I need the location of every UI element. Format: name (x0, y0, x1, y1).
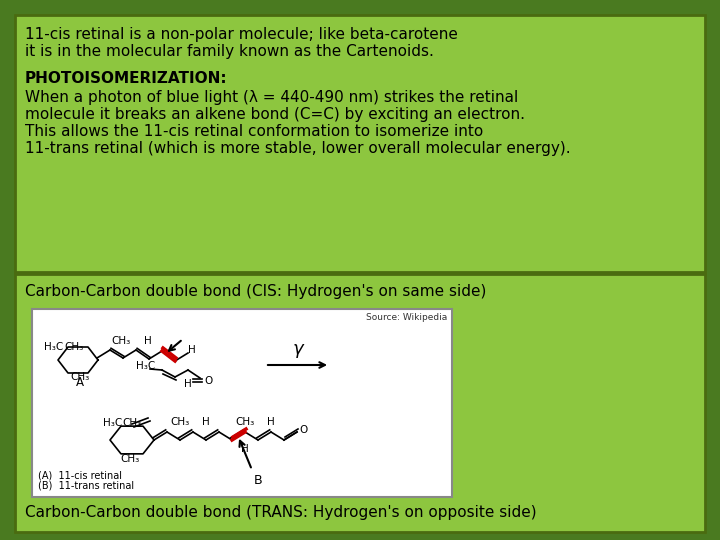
Text: H: H (144, 336, 152, 346)
Text: CH₃: CH₃ (64, 342, 84, 352)
Text: γ: γ (292, 340, 303, 358)
Text: H₃C: H₃C (136, 361, 155, 371)
Text: molecule it breaks an alkene bond (C=C) by exciting an electron.: molecule it breaks an alkene bond (C=C) … (25, 107, 525, 122)
Text: H: H (184, 379, 192, 389)
Text: H: H (202, 417, 210, 427)
Text: A: A (76, 375, 84, 388)
Text: This allows the 11-cis retinal conformation to isomerize into: This allows the 11-cis retinal conformat… (25, 124, 483, 139)
Text: When a photon of blue light (λ = 440-490 nm) strikes the retinal: When a photon of blue light (λ = 440-490… (25, 90, 518, 105)
Text: 11-cis retinal is a non-polar molecule; like beta-carotene: 11-cis retinal is a non-polar molecule; … (25, 27, 458, 42)
Text: CH₃: CH₃ (235, 417, 255, 427)
Text: CH₃: CH₃ (120, 454, 140, 464)
Text: Source: Wikipedia: Source: Wikipedia (366, 313, 447, 322)
Text: Carbon-Carbon double bond (CIS: Hydrogen's on same side): Carbon-Carbon double bond (CIS: Hydrogen… (25, 284, 487, 299)
Text: CH₃: CH₃ (112, 336, 130, 346)
Text: H₃C: H₃C (103, 418, 122, 428)
Bar (15, 15, 705, 272)
Text: O: O (204, 376, 212, 386)
Text: (B)  11-trans retinal: (B) 11-trans retinal (38, 480, 134, 490)
Text: H: H (267, 417, 275, 427)
Bar (15, 274, 705, 532)
Text: H₃C: H₃C (44, 342, 63, 352)
Bar (32, 309, 452, 497)
Text: it is in the molecular family known as the Cartenoids.: it is in the molecular family known as t… (25, 44, 434, 59)
Text: (A)  11-cis retinal: (A) 11-cis retinal (38, 470, 122, 480)
Text: Carbon-Carbon double bond (TRANS: Hydrogen's on opposite side): Carbon-Carbon double bond (TRANS: Hydrog… (25, 505, 536, 520)
Text: CH₃: CH₃ (70, 372, 89, 382)
Text: H: H (188, 345, 196, 355)
Text: O: O (299, 425, 307, 435)
Text: H: H (241, 444, 249, 454)
Text: CH₃: CH₃ (122, 418, 141, 428)
Text: CH₃: CH₃ (171, 417, 189, 427)
Text: B: B (254, 474, 263, 487)
Text: PHOTOISOMERIZATION:: PHOTOISOMERIZATION: (25, 71, 228, 86)
Text: 11-trans retinal (which is more stable, lower overall molecular energy).: 11-trans retinal (which is more stable, … (25, 141, 571, 156)
